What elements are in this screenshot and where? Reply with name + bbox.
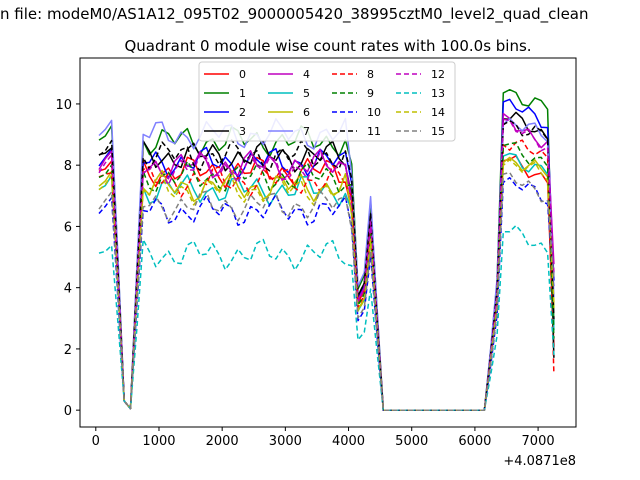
legend-label-3: 3 bbox=[239, 125, 246, 138]
series-line-13 bbox=[98, 224, 555, 411]
series-line-6 bbox=[98, 156, 555, 411]
series-line-7 bbox=[98, 117, 555, 411]
series-line-10 bbox=[98, 176, 555, 411]
y-tick-label: 6 bbox=[64, 220, 72, 235]
x-axis-offset-label: +4.0871e8 bbox=[503, 454, 576, 469]
legend-label-2: 2 bbox=[239, 106, 246, 119]
x-tick-label: 5000 bbox=[395, 434, 428, 449]
legend-label-15: 15 bbox=[431, 125, 445, 138]
series-line-3 bbox=[98, 111, 555, 411]
series-line-4 bbox=[98, 112, 555, 411]
series-line-0 bbox=[98, 155, 555, 411]
x-tick-label: 1000 bbox=[142, 434, 175, 449]
legend-label-1: 1 bbox=[239, 87, 246, 100]
legend-label-11: 11 bbox=[367, 125, 381, 138]
legend-label-6: 6 bbox=[303, 106, 310, 119]
legend-label-9: 9 bbox=[367, 87, 374, 100]
series-line-14 bbox=[98, 158, 555, 411]
y-tick-label: 2 bbox=[64, 343, 72, 358]
x-tick-label: 4000 bbox=[332, 434, 365, 449]
legend-label-4: 4 bbox=[303, 68, 310, 81]
legend-label-5: 5 bbox=[303, 87, 310, 100]
x-tick-label: 0 bbox=[92, 434, 100, 449]
chart-title: Quadrant 0 module wise count rates with … bbox=[124, 37, 531, 55]
legend-label-12: 12 bbox=[431, 68, 445, 81]
legend-label-10: 10 bbox=[367, 106, 381, 119]
legend-label-0: 0 bbox=[239, 68, 246, 81]
y-tick-label: 0 bbox=[64, 404, 72, 419]
series-lines bbox=[98, 88, 555, 411]
series-line-15 bbox=[98, 171, 555, 411]
y-tick-label: 8 bbox=[64, 159, 72, 174]
x-tick-label: 3000 bbox=[269, 434, 302, 449]
legend-box bbox=[198, 61, 456, 142]
legend-label-7: 7 bbox=[303, 125, 310, 138]
legend-label-13: 13 bbox=[431, 87, 445, 100]
series-line-5 bbox=[98, 152, 555, 411]
x-tick-label: 6000 bbox=[458, 434, 491, 449]
x-tick-label: 2000 bbox=[206, 434, 239, 449]
x-tick-label: 7000 bbox=[522, 434, 555, 449]
plot-frame bbox=[79, 57, 577, 428]
legend-label-14: 14 bbox=[431, 106, 445, 119]
series-line-12 bbox=[98, 118, 555, 411]
legend-label-8: 8 bbox=[367, 68, 374, 81]
y-tick-label: 10 bbox=[55, 98, 72, 113]
axis-ticks: 0 1000 2000 3000 4000 5000 6000 7000 0 2 4 6 8 10 bbox=[55, 98, 554, 449]
y-tick-label: 4 bbox=[64, 282, 72, 297]
series-line-9 bbox=[98, 142, 555, 411]
figure-suptitle: n file: modeM0/AS1A12_095T02_9000005420_… bbox=[0, 5, 589, 24]
